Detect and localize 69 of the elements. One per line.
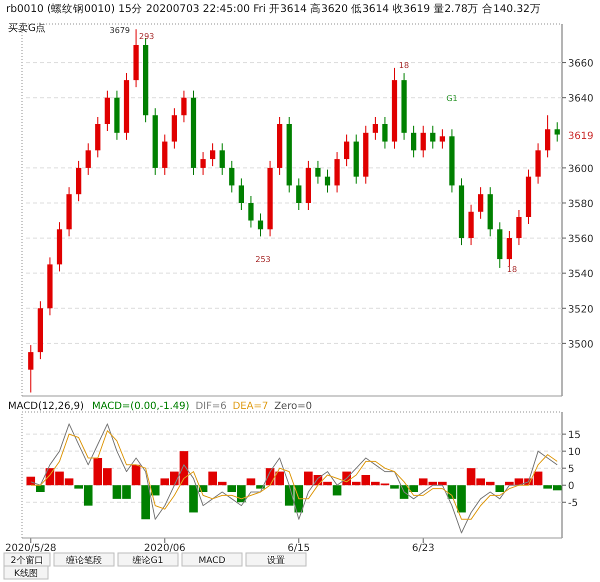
candlestick — [516, 210, 522, 246]
candlestick — [210, 142, 216, 167]
bar — [36, 485, 45, 492]
annotation: G1 — [446, 94, 458, 103]
candlestick — [372, 116, 378, 140]
chart-title: MACD(12,26,9) — [8, 401, 84, 412]
candlestick — [315, 160, 321, 184]
annotation: 3679 — [110, 26, 130, 35]
candlestick — [200, 152, 206, 176]
text: MACD=(0.00,-1.49) — [92, 401, 190, 412]
candlestick — [248, 195, 254, 228]
x-tick-label: 2020/5/28 — [5, 543, 56, 554]
chart-title: rb0010 (螺纹钢0010) 15分 20200703 22:45:00 Fri 开3614 高3620 低3614 收3619 量2.78万 合140.32万 — [6, 2, 541, 15]
bar — [246, 478, 256, 486]
text: DEA=7 — [232, 401, 268, 412]
text: 2个窗口 — [10, 555, 44, 566]
candlestick — [506, 230, 512, 267]
annotation: 18 — [506, 265, 518, 274]
annotation: 293 — [139, 32, 154, 41]
candlestick — [258, 213, 264, 237]
text: MACD — [198, 556, 226, 566]
candlestick — [420, 125, 426, 158]
candlestick — [238, 178, 244, 210]
y-tick-label: 3560 — [568, 234, 594, 246]
candlestick — [411, 125, 416, 158]
y-tick-label: 5 — [568, 464, 574, 476]
y-tick-label: 3520 — [568, 304, 594, 316]
bar — [495, 485, 504, 492]
y-tick-label: 0 — [568, 481, 574, 492]
y-tick-label: 3660 — [568, 58, 594, 70]
candlestick — [344, 134, 350, 167]
candlestick — [440, 128, 445, 150]
candlestick — [229, 160, 234, 193]
candlestick — [181, 90, 187, 123]
candlestick — [296, 178, 302, 210]
text: DIF=6 — [195, 401, 227, 412]
x-tick-label: 2020/06 — [144, 543, 186, 554]
candlestick — [86, 142, 91, 176]
candlestick — [545, 114, 550, 158]
bar — [132, 464, 140, 486]
y-tick-label: 3640 — [568, 94, 594, 105]
y-tick-label: 3600 — [568, 164, 594, 175]
y-tick-label: 3500 — [568, 339, 594, 350]
line-series — [30, 423, 558, 534]
candlestick — [430, 125, 436, 150]
x-tick-label: 6/15 — [288, 543, 310, 554]
candlestick — [382, 116, 388, 150]
bar — [332, 485, 342, 496]
x-tick-label: 6/23 — [412, 543, 434, 554]
line-series — [30, 430, 558, 520]
text: 设置 — [267, 555, 285, 566]
text: 3619 — [568, 131, 594, 142]
annotation: 18 — [398, 61, 410, 70]
y-tick-label: -5 — [568, 498, 578, 510]
y-tick-label: 3580 — [568, 198, 594, 210]
y-tick-label: 15 — [568, 430, 581, 442]
annotation: 253 — [255, 255, 271, 264]
candlestick — [478, 186, 484, 220]
candlestick — [324, 169, 330, 193]
annotation: Zero=0 — [274, 401, 312, 412]
candlestick — [554, 122, 560, 142]
text: 缠论笔段 — [66, 555, 102, 566]
text: K线图 — [14, 568, 38, 579]
candlestick — [220, 142, 225, 176]
chart-subtitle: 买卖G点 — [8, 22, 46, 34]
text: 缠论G1 — [132, 555, 164, 566]
y-tick-label: 10 — [568, 447, 581, 458]
y-tick-label: 3540 — [568, 269, 594, 280]
candlestick — [28, 344, 34, 393]
